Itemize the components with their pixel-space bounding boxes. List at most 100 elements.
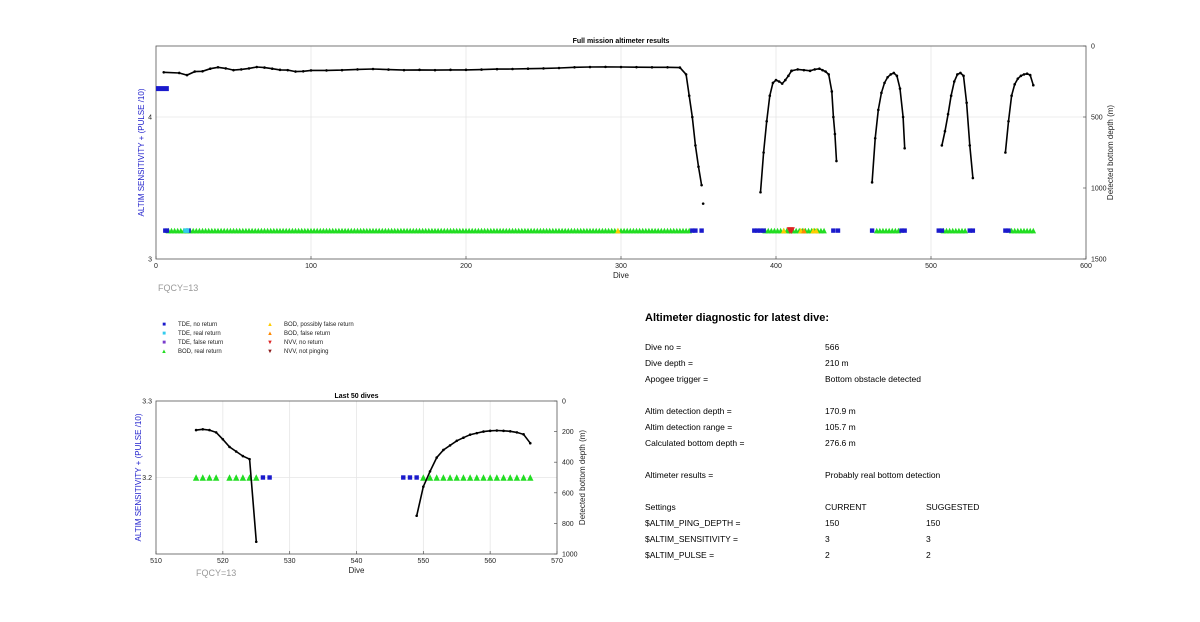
tde-no-marker [1003, 228, 1008, 233]
last50-depth-point [415, 514, 418, 518]
bod-real-marker [527, 474, 534, 481]
full-depth-point [177, 71, 181, 75]
tde-no-marker [835, 228, 841, 233]
bod-real-marker [233, 474, 240, 481]
last50-depth-point [428, 470, 432, 473]
full-depth-point [224, 67, 228, 70]
row-ping-depth: $ALTIM_PING_DEPTH = 150 150 [645, 518, 941, 528]
x-tick-label: 500 [925, 263, 937, 270]
full-depth-point [883, 81, 886, 85]
full-depth-point [201, 69, 204, 73]
x-tick-label: 400 [770, 263, 782, 270]
full-depth-point [946, 112, 950, 116]
row-dive-depth: Dive depth = 210 m [645, 358, 849, 368]
full-panel: 0 100 200 300 400 500 600 3 4 0 500 1000 1500 Full mi… [137, 38, 1115, 293]
full-depth-point [965, 101, 968, 105]
full-depth-point [691, 115, 694, 119]
x-tick-label: 550 [417, 558, 429, 565]
tde-no-marker [899, 228, 904, 233]
bod-possible-marker [813, 227, 820, 234]
full-depth-point [701, 202, 705, 205]
y-left-tick-label: 3 [148, 257, 152, 264]
bod-real-marker [1030, 227, 1037, 234]
tde-no-marker [755, 228, 760, 233]
full-depth-point [1016, 77, 1020, 80]
tde-no-marker [902, 228, 907, 233]
full-depth-point [821, 68, 824, 72]
tde-no-marker [939, 228, 945, 233]
x-tick-label: 510 [150, 558, 162, 565]
x-tick-label: 560 [484, 558, 496, 565]
full-depth-point [1028, 73, 1032, 77]
bod-real-marker [821, 227, 827, 234]
y-right-axis-label: Detected bottom depth (m) [578, 430, 587, 525]
full-depth-point [774, 78, 778, 82]
full-depth-point [880, 91, 883, 95]
last50-depth-point [241, 454, 245, 458]
full-depth-point [464, 68, 468, 72]
bod-false-marker [801, 227, 807, 234]
full-depth-point [870, 181, 874, 184]
last50-depth-point [528, 441, 532, 445]
full-depth-point [771, 81, 775, 85]
full-depth-point [959, 71, 962, 75]
bod-real-marker [440, 474, 447, 481]
last50-depth-point [482, 430, 485, 433]
full-depth-point [1007, 119, 1010, 123]
full-depth-point [511, 67, 514, 71]
full-depth-point [898, 87, 902, 90]
row-sensitivity: $ALTIM_SENSITIVITY = 3 3 [645, 534, 931, 544]
full-depth-point [239, 68, 243, 71]
last50-depth-point [201, 428, 205, 431]
bod-real-marker [433, 474, 440, 481]
diagnostic-title: Altimeter diagnostic for latest dive: [645, 312, 829, 324]
full-depth-point [780, 82, 784, 85]
full-depth-point [495, 67, 499, 71]
full-depth-point [877, 108, 880, 112]
bod-real-marker [507, 474, 514, 481]
full-depth-point [402, 68, 406, 72]
full-depth-point [943, 129, 947, 133]
bod-real-marker [466, 474, 474, 481]
bod-real-marker [493, 474, 501, 481]
bod-real-marker [212, 474, 220, 481]
y-right-tick-label: 600 [562, 490, 574, 497]
row-results: Altimeter results = Probably real bottom … [645, 470, 941, 480]
bod-real-marker [480, 474, 487, 481]
full-depth-point [962, 74, 965, 78]
chart-title: Last 50 dives [335, 393, 379, 400]
settings-marker [156, 86, 169, 92]
y-right-axis-label: Detected bottom depth (m) [1106, 105, 1115, 200]
full-depth-point [371, 67, 375, 71]
full-depth-line [1004, 72, 1035, 153]
last50-depth-point [442, 448, 445, 452]
row-settings-header: Settings CURRENT SUGGESTED [645, 502, 980, 512]
bod-real-marker [192, 474, 200, 481]
full-depth-point [666, 66, 669, 69]
row-apogee: Apogee trigger = Bottom obstacle detected [645, 374, 921, 384]
y-left-tick-label: 3.3 [142, 399, 152, 406]
full-depth-point [765, 119, 768, 123]
bod-real-marker [486, 474, 494, 481]
bod-real-marker [500, 474, 507, 481]
bod-real-marker [420, 474, 427, 481]
full-depth-point [387, 68, 390, 71]
full-depth-point [255, 65, 259, 69]
full-depth-point [418, 68, 421, 72]
x-axis-label: Dive [613, 271, 630, 280]
full-depth-point [892, 71, 896, 75]
row-calc-bottom: Calculated bottom depth = 276.6 m [645, 438, 856, 448]
full-depth-point [588, 65, 592, 69]
last50-depth-point [488, 429, 492, 433]
full-depth-point [833, 132, 837, 136]
full-depth-point [1013, 83, 1016, 86]
full-depth-point [949, 94, 953, 97]
last50-depth-point [422, 485, 425, 488]
full-depth-point [480, 68, 483, 71]
full-depth-point [796, 68, 799, 71]
full-depth-point [216, 66, 220, 69]
last50-depth-point [234, 450, 238, 453]
tde-no-marker [407, 475, 413, 480]
y-right-tick-label: 800 [562, 521, 574, 528]
tde-no-marker [758, 228, 763, 233]
